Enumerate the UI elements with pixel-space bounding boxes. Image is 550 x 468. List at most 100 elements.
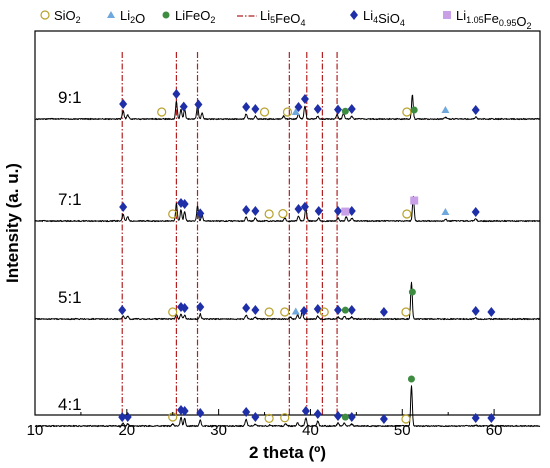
- marker-li4sio4: [172, 89, 181, 99]
- x-axis-title: 2 theta (º): [249, 443, 326, 462]
- marker-sio2: [168, 209, 178, 219]
- marker-li4sio4: [347, 206, 356, 216]
- marker-li4sio4: [300, 201, 309, 212]
- legend-item-li5feo4: Li5FeO4: [237, 8, 305, 28]
- marker-sio2: [278, 208, 288, 219]
- marker-li4sio4: [251, 104, 260, 114]
- marker-li4sio4: [471, 306, 480, 316]
- legend-label: SiO2: [54, 8, 81, 25]
- marker-li4sio4: [251, 305, 260, 315]
- marker-li2o: [441, 106, 450, 113]
- legend-label: Li2O: [120, 8, 145, 26]
- marker-li4sio4: [471, 105, 480, 115]
- legend-item-li1-05fe0-95o2: Li1.05Fe0.95O2: [443, 8, 532, 31]
- marker-li4sio4: [251, 412, 260, 422]
- legend-item-sio2: SiO2: [40, 8, 81, 25]
- marker-li4sio4: [242, 303, 251, 313]
- marker-li4sio4: [379, 414, 388, 424]
- marker-li4sio4: [471, 413, 480, 423]
- marker-sio2: [264, 307, 274, 317]
- marker-li4sio4: [123, 412, 132, 422]
- marker-li4sio4: [300, 306, 309, 317]
- marker-li4sio4: [251, 206, 260, 216]
- marker-li1-05fe0-95o2: [341, 207, 350, 216]
- legend-item-li4sio4: Li4SiO4: [350, 8, 405, 28]
- marker-li4sio4: [379, 307, 388, 317]
- legend-label: LiFeO2: [175, 8, 215, 25]
- marker-li4sio4: [313, 104, 322, 114]
- marker-lifeo2: [341, 413, 349, 421]
- legend-item-li2o: Li2O: [107, 8, 145, 26]
- marker-li4sio4: [180, 302, 189, 313]
- marker-lifeo2: [341, 107, 349, 115]
- marker-li4sio4: [294, 204, 303, 214]
- marker-li4sio4: [300, 94, 309, 104]
- marker-li4sio4: [242, 102, 251, 112]
- spectra-group: [34, 94, 541, 428]
- marker-sio2: [264, 209, 274, 219]
- phase-markers-group: [118, 89, 496, 424]
- marker-li4sio4: [119, 98, 128, 109]
- marker-sio2: [402, 209, 412, 219]
- legend-label: Li4SiO4: [363, 8, 405, 28]
- marker-li4sio4: [194, 99, 203, 110]
- legend-item-lifeo2: LiFeO2: [162, 8, 215, 25]
- spectrum-5-1: [34, 281, 541, 321]
- x-tick-label: 60: [486, 422, 503, 439]
- marker-li4sio4: [471, 207, 480, 217]
- marker-li4sio4: [196, 302, 205, 312]
- ratio-labels-group: 9:1 7:1 5:1 4:1: [58, 88, 82, 414]
- ratio-label-9-1: 9:1: [58, 88, 82, 107]
- marker-li1-05fe0-95o2: [443, 11, 451, 19]
- marker-li4sio4: [180, 405, 189, 416]
- marker-sio2: [401, 414, 411, 424]
- marker-sio2: [401, 307, 411, 317]
- spectrum-4-1: [34, 385, 541, 428]
- marker-sio2: [319, 307, 329, 317]
- marker-li2o: [291, 307, 300, 315]
- marker-li2o: [107, 11, 115, 18]
- legend-label: Li5FeO4: [260, 8, 305, 28]
- x-tick-label: 20: [118, 422, 135, 439]
- legend-label: Li1.05Fe0.95O2: [456, 8, 532, 31]
- marker-li4sio4: [334, 206, 342, 216]
- marker-li4sio4: [179, 101, 188, 112]
- marker-lifeo2: [407, 375, 415, 383]
- marker-li2o: [291, 107, 300, 115]
- marker-li4sio4: [242, 407, 251, 417]
- marker-lifeo2: [408, 288, 416, 296]
- marker-li4sio4: [196, 208, 205, 219]
- spectrum-9-1: [34, 94, 541, 121]
- marker-li4sio4: [313, 409, 322, 419]
- x-axis: 10 20 30 40 50 60: [27, 409, 503, 439]
- marker-li4sio4: [118, 412, 127, 423]
- marker-lifeo2: [341, 306, 349, 314]
- marker-sio2: [40, 10, 50, 20]
- marker-li4sio4: [347, 104, 356, 114]
- marker-sio2: [282, 107, 293, 117]
- plot-area-frame: [34, 30, 541, 416]
- marker-li4sio4: [301, 406, 310, 416]
- x-tick-label: 10: [27, 422, 44, 439]
- marker-lifeo2: [162, 11, 170, 19]
- x-tick-label: 50: [394, 422, 411, 439]
- marker-sio2: [157, 107, 167, 117]
- marker-li4sio4: [196, 408, 205, 418]
- marker-li4sio4: [487, 413, 496, 423]
- spectrum-7-1: [34, 195, 541, 223]
- marker-li4sio4: [350, 10, 358, 20]
- marker-li4sio4: [118, 305, 127, 316]
- marker-li4sio4: [242, 205, 251, 215]
- marker-li4sio4: [119, 201, 128, 212]
- marker-li1-05fe0-95o2: [410, 196, 419, 205]
- marker-li2o: [441, 208, 450, 215]
- ratio-label-5-1: 5:1: [58, 288, 82, 307]
- marker-li4sio4: [334, 104, 342, 115]
- marker-lifeo2: [410, 106, 418, 114]
- marker-sio2: [259, 107, 270, 117]
- legend: SiO2 Li2O LiFeO2 Li5FeO4 Li4SiO4 Li1.05Fe0.95…: [40, 8, 532, 31]
- ratio-label-4-1: 4:1: [58, 395, 82, 414]
- marker-sio2: [280, 307, 290, 317]
